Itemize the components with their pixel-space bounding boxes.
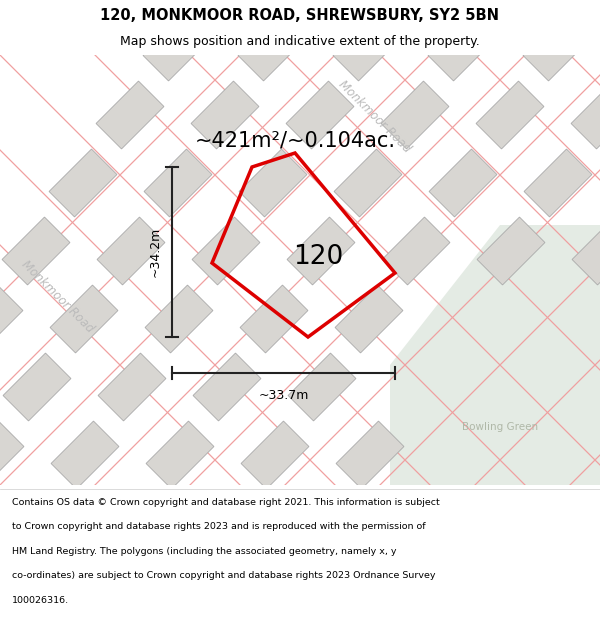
Polygon shape (96, 81, 164, 149)
Polygon shape (288, 353, 356, 421)
Polygon shape (98, 353, 166, 421)
Polygon shape (287, 217, 355, 285)
Polygon shape (144, 149, 212, 217)
Text: ~421m²/~0.104ac.: ~421m²/~0.104ac. (194, 130, 395, 150)
Polygon shape (286, 81, 354, 149)
Polygon shape (289, 489, 357, 557)
Text: ~34.2m: ~34.2m (149, 227, 162, 277)
Polygon shape (190, 0, 258, 13)
Polygon shape (285, 0, 353, 13)
Polygon shape (3, 353, 71, 421)
Polygon shape (390, 225, 600, 485)
Polygon shape (239, 149, 307, 217)
Text: HM Land Registry. The polygons (including the associated geometry, namely x, y: HM Land Registry. The polygons (includin… (12, 547, 397, 556)
Polygon shape (238, 13, 306, 81)
Text: Contains OS data © Crown copyright and database right 2021. This information is : Contains OS data © Crown copyright and d… (12, 498, 440, 507)
Polygon shape (0, 285, 23, 353)
Polygon shape (572, 217, 600, 285)
Polygon shape (523, 13, 591, 81)
Polygon shape (381, 81, 449, 149)
Polygon shape (380, 0, 448, 13)
Polygon shape (193, 353, 261, 421)
Polygon shape (336, 421, 404, 489)
Polygon shape (476, 81, 544, 149)
Text: to Crown copyright and database rights 2023 and is reproduced with the permissio: to Crown copyright and database rights 2… (12, 522, 425, 531)
Polygon shape (99, 489, 167, 557)
Polygon shape (97, 217, 165, 285)
Polygon shape (194, 489, 262, 557)
Polygon shape (2, 217, 70, 285)
Text: Monkmoor Road: Monkmoor Road (337, 78, 413, 156)
Polygon shape (475, 0, 543, 13)
Polygon shape (524, 149, 592, 217)
Polygon shape (191, 81, 259, 149)
Polygon shape (335, 285, 403, 353)
Text: Bowling Green: Bowling Green (462, 422, 538, 432)
Polygon shape (192, 217, 260, 285)
Polygon shape (333, 13, 401, 81)
Polygon shape (143, 13, 211, 81)
Text: 120: 120 (293, 244, 343, 270)
Polygon shape (428, 13, 496, 81)
Text: ~33.7m: ~33.7m (259, 389, 308, 402)
Text: Map shows position and indicative extent of the property.: Map shows position and indicative extent… (120, 35, 480, 48)
Polygon shape (4, 489, 72, 557)
Polygon shape (570, 0, 600, 13)
Text: 100026316.: 100026316. (12, 596, 69, 604)
Text: co-ordinates) are subject to Crown copyright and database rights 2023 Ordnance S: co-ordinates) are subject to Crown copyr… (12, 571, 436, 580)
Polygon shape (429, 149, 497, 217)
Polygon shape (146, 421, 214, 489)
Polygon shape (382, 217, 450, 285)
Polygon shape (50, 285, 118, 353)
Polygon shape (49, 149, 117, 217)
Polygon shape (51, 421, 119, 489)
Polygon shape (477, 217, 545, 285)
Polygon shape (241, 421, 309, 489)
Polygon shape (0, 421, 24, 489)
Polygon shape (571, 81, 600, 149)
Text: Monkmoor Road: Monkmoor Road (19, 258, 97, 336)
Polygon shape (145, 285, 213, 353)
Text: 120, MONKMOOR ROAD, SHREWSBURY, SY2 5BN: 120, MONKMOOR ROAD, SHREWSBURY, SY2 5BN (101, 8, 499, 23)
Polygon shape (240, 285, 308, 353)
Polygon shape (334, 149, 402, 217)
